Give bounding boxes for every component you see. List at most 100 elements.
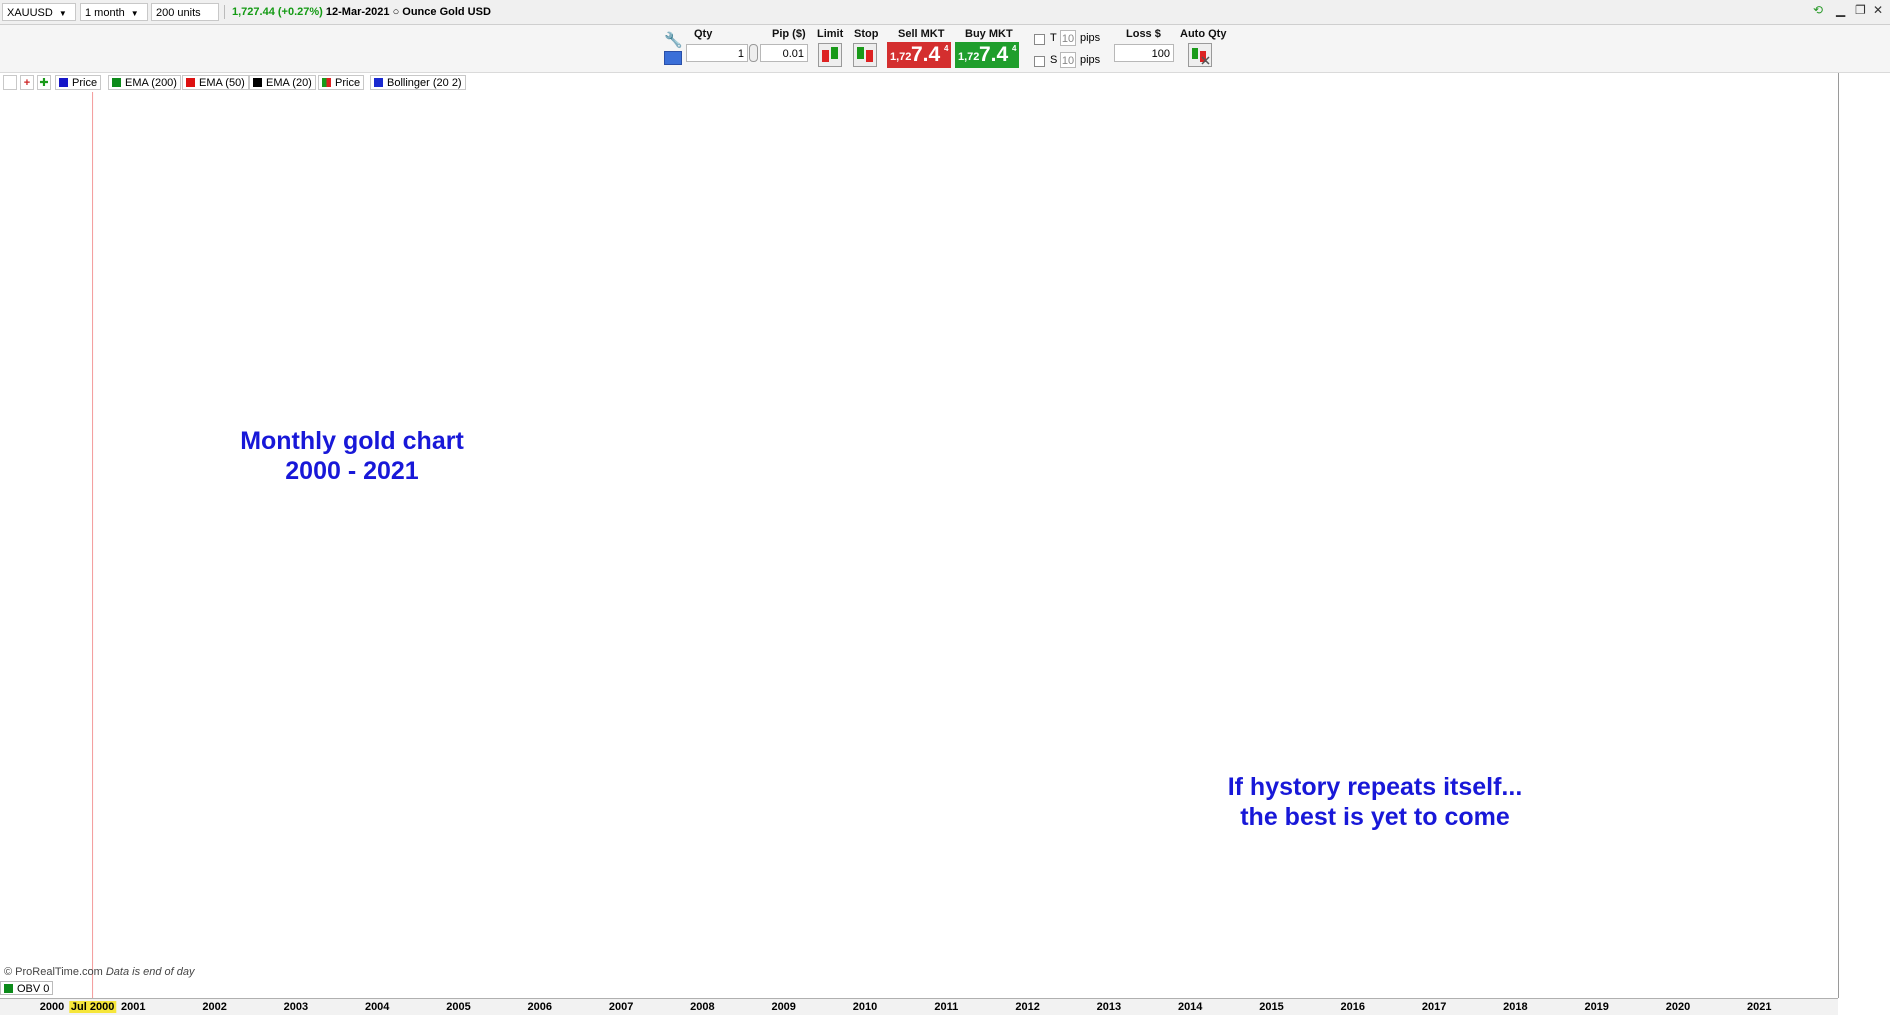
sell-market-button[interactable]: 1,72 7.4 4	[887, 42, 951, 68]
order-toolbar: 🔧 Qty 1 Pip ($) 0.01 Limit Stop Sell MKT…	[0, 25, 1890, 73]
qty-stepper[interactable]	[749, 44, 758, 62]
minimize-icon[interactable]: ▁	[1836, 3, 1846, 17]
x-tick-label: 2014	[1177, 1001, 1203, 1013]
x-tick-label: 2010	[852, 1001, 878, 1013]
price-change: (+0.27%)	[277, 6, 323, 18]
window-icon[interactable]	[3, 75, 17, 90]
buy-market-button[interactable]: 1,72 7.4 4	[955, 42, 1019, 68]
annotation-right-line2: the best is yet to come	[1240, 803, 1510, 831]
legend-label: EMA (20)	[266, 77, 312, 89]
sell-price-sup: 4	[944, 44, 949, 53]
s-pips-input[interactable]: 10	[1060, 52, 1076, 68]
credit-text: © ProRealTime.com Data is end of day	[4, 966, 195, 978]
symbol-label: XAUUSD	[7, 7, 53, 19]
legend-label: EMA (50)	[199, 77, 245, 89]
x-tick-label: 2008	[690, 1001, 715, 1013]
x-tick-label: 2012	[1015, 1001, 1040, 1013]
t-pips-input[interactable]: 10	[1060, 30, 1076, 46]
x-tick-label: 2011	[934, 1001, 959, 1013]
legend-label: EMA (200)	[125, 77, 177, 89]
credit-source: © ProRealTime.com	[4, 966, 103, 978]
keypad-icon[interactable]	[664, 51, 682, 65]
instrument-name: Ounce Gold USD	[402, 6, 491, 18]
x-tick-label: 2019	[1584, 1001, 1609, 1013]
legend-label: Price	[335, 77, 361, 89]
x-tick-label: 2006	[527, 1001, 553, 1013]
stop-order-icon[interactable]	[853, 43, 877, 67]
autoqty-label: Auto Qty	[1180, 28, 1227, 40]
x-tick-label: 2001	[121, 1001, 146, 1013]
obv-value: 0	[43, 983, 50, 995]
legend-price[interactable]: Price	[55, 75, 102, 90]
x-tick-label: 2000	[39, 1001, 65, 1013]
x-tick-label: 2015	[1259, 1001, 1284, 1013]
annotation-left: Monthly gold chart 2000 - 2021	[192, 426, 512, 486]
symbol-dropdown[interactable]: XAUUSD ▼	[2, 3, 76, 21]
obv-indicator[interactable]: OBV 0	[0, 981, 54, 995]
x-tick-label: 2009	[771, 1001, 796, 1013]
x-tick-label: 2016	[1340, 1001, 1366, 1013]
legend-price-2[interactable]: Price	[318, 75, 365, 90]
close-icon[interactable]: ✕	[1873, 3, 1884, 17]
buy-label: Buy MKT	[965, 28, 1013, 40]
add-indicator-icon[interactable]: +	[20, 75, 34, 90]
x-tick-label: 2018	[1503, 1001, 1528, 1013]
legend-swatch	[253, 78, 262, 87]
time-axis[interactable]: 2000 Jul 2000 2001 2002 2003 2004 2005 2006 2007…	[0, 998, 1838, 1015]
pip-input[interactable]: 0.01	[760, 44, 808, 62]
annotation-left-line2: 2000 - 2021	[285, 457, 419, 485]
price-date: 12-Mar-2021	[325, 6, 390, 18]
legend-swatch	[322, 78, 331, 87]
units-dropdown[interactable]: 200 units▼	[151, 3, 219, 36]
x-tick-label: Jul 2000	[68, 1001, 117, 1013]
x-tick-label: 2002	[202, 1001, 227, 1013]
period-dropdown[interactable]: 1 month ▼	[80, 3, 148, 21]
legend-bollinger[interactable]: Bollinger (20 2)	[370, 75, 466, 90]
limit-order-icon[interactable]	[818, 43, 842, 67]
loss-input[interactable]: 100	[1114, 44, 1174, 62]
last-price: 1,727.44	[232, 6, 275, 18]
annotation-right-line1: If hystory repeats itself...	[1227, 773, 1523, 801]
crosshair-cursor	[92, 92, 94, 998]
wrench-icon[interactable]: 🔧	[664, 32, 683, 49]
annotation-right: If hystory repeats itself... the best is…	[1190, 772, 1560, 832]
stop-label: Stop	[854, 28, 879, 40]
legend-swatch	[112, 78, 121, 87]
price-axis[interactable]: 3004005006007008009001,0001,1001,2001,30…	[1838, 73, 1890, 998]
obv-swatch	[4, 984, 13, 993]
annotation-left-line1: Monthly gold chart	[240, 427, 464, 455]
price-chart[interactable]	[0, 92, 1838, 998]
buy-price-big: 7.4	[979, 43, 1009, 66]
chart-settings-icon[interactable]: ✚	[37, 75, 51, 90]
divider	[224, 5, 225, 19]
legend-ema-20[interactable]: EMA (20)	[249, 75, 316, 90]
period-label: 1 month	[85, 7, 125, 19]
limit-label: Limit	[817, 28, 844, 40]
x-tick-label: 2007	[608, 1001, 634, 1013]
qty-label: Qty	[694, 28, 713, 40]
s-checkbox[interactable]	[1034, 56, 1045, 67]
t-label: T	[1050, 32, 1057, 44]
credit-note: Data is end of day	[105, 966, 195, 978]
top-bar: XAUUSD ▼ 1 month ▼ 200 units▼ 1,727.44 (+0…	[0, 0, 1890, 36]
t-checkbox[interactable]	[1034, 34, 1045, 45]
legend-ema-200[interactable]: EMA (200)	[108, 75, 181, 90]
x-tick-label: 2003	[283, 1001, 309, 1013]
buy-price-sup: 4	[1012, 44, 1017, 53]
x-tick-label: 2013	[1096, 1001, 1122, 1013]
x-tick-label: 2004	[364, 1001, 390, 1013]
legend-ema-50[interactable]: EMA (50)	[182, 75, 249, 90]
pip-label: Pip ($)	[772, 28, 806, 40]
x-tick-label: 2017	[1421, 1001, 1447, 1013]
buy-price-small: 1,72	[958, 51, 980, 63]
qty-input[interactable]: 1	[686, 44, 748, 62]
obv-label: OBV	[17, 983, 41, 995]
sell-price-big: 7.4	[911, 43, 941, 66]
legend-swatch	[186, 78, 195, 87]
restore-icon[interactable]: ❐	[1855, 3, 1866, 17]
s-pips-label: pips	[1080, 54, 1101, 66]
auto-qty-icon[interactable]	[1188, 43, 1212, 67]
units-label: 200 units	[156, 7, 201, 19]
loss-label: Loss $	[1126, 28, 1161, 40]
refresh-icon[interactable]: ⟲	[1813, 3, 1824, 17]
